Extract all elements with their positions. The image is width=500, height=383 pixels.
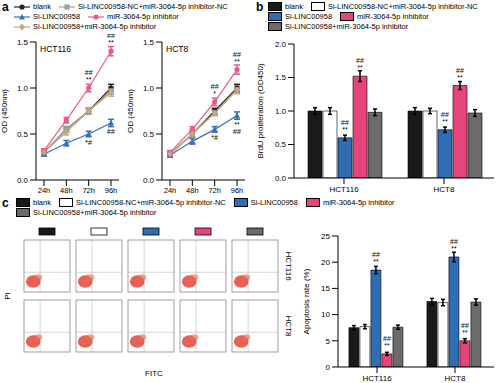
svg-text:72h: 72h [82,186,95,194]
svg-text:##: ## [456,67,464,74]
svg-text:##: ## [356,57,364,64]
svg-text:1.5: 1.5 [17,38,29,47]
svg-text:0.0: 0.0 [143,176,155,185]
svg-text:##: ## [372,251,380,258]
svg-text:HCT116: HCT116 [362,374,392,381]
html-text:HCT8: HCT8 [166,44,189,54]
svg-text:PI: PI [8,292,12,300]
svg-text:HCT8: HCT8 [284,316,293,337]
svg-text:5: 5 [326,337,331,346]
svg-text:**: ** [384,342,390,349]
svg-text:*: * [213,90,216,97]
svg-text:10: 10 [321,310,330,319]
svg-text:**: ** [442,118,448,125]
html-text:Si-LINC00958: Si-LINC00958 [285,12,333,21]
svg-text:##: ## [441,111,449,118]
html-text:Si-LINC00958: Si-LINC00958 [250,198,298,207]
svg-text:**: ** [108,39,114,46]
svg-text:96h: 96h [105,186,118,194]
svg-text:1.0: 1.0 [275,107,287,116]
svg-text:24h: 24h [164,186,177,194]
svg-text:**: ** [234,58,240,65]
svg-text:**: ** [86,76,92,83]
svg-text:##: ## [461,322,469,329]
svg-text:**: ** [462,329,468,336]
html-text:blank: blank [33,198,51,207]
svg-text:**: ** [342,126,348,133]
svg-text:48h: 48h [186,186,199,194]
svg-text:1.5: 1.5 [275,73,287,82]
svg-text:**: ** [234,121,240,128]
svg-text:Apoptosis rate (%): Apoptosis rate (%) [302,268,311,334]
svg-text:96h: 96h [231,186,244,194]
svg-text:##: ## [341,119,349,126]
svg-text:HCT8: HCT8 [445,374,466,381]
html-text:miR-3064-5p inhibitor: miR-3064-5p inhibitor [322,198,395,207]
svg-text:0.0: 0.0 [17,176,29,185]
svg-text:20: 20 [321,258,330,267]
svg-text:1.0: 1.0 [17,84,29,93]
svg-text:OD (450nm): OD (450nm) [8,89,9,133]
svg-text:25: 25 [321,232,330,241]
svg-text:0.5: 0.5 [143,130,155,139]
svg-text:2.0: 2.0 [275,40,287,49]
svg-text:HCT116: HCT116 [329,185,359,192]
html-text:blank: blank [285,2,303,11]
svg-text:HCT116: HCT116 [284,251,293,281]
svg-text:BrdU proliferation (OD450): BrdU proliferation (OD450) [256,63,265,158]
html-text:Si-LINC00958-NC+miR-3064-5p in: Si-LINC00958-NC+miR-3064-5p inhibitor-NC [75,198,226,207]
svg-text:##: ## [233,128,241,135]
svg-text:##: ## [450,238,458,245]
svg-text:48h: 48h [60,186,73,194]
html-text:a: a [2,0,9,14]
svg-text:OD (450nm): OD (450nm) [126,89,135,133]
html-text:Si-LINC00958-NC+miR-3064-5p in: Si-LINC00958-NC+miR-3064-5p inhibitor-NC [327,2,478,11]
svg-text:##: ## [383,335,391,342]
html-text:Si-LINC00958+miR-3064-5p inhib: Si-LINC00958+miR-3064-5p inhibitor [33,22,157,31]
svg-text:72h: 72h [208,186,221,194]
svg-text:##: ## [233,51,241,58]
svg-text:0: 0 [326,363,331,372]
html-text:HCT116: HCT116 [40,44,71,54]
svg-text:FITC: FITC [145,369,163,378]
html-text:b: b [256,0,264,14]
svg-text:##: ## [211,83,219,90]
svg-text:HCT8: HCT8 [434,185,455,192]
svg-text:*#: *# [85,139,92,146]
html-text:blank: blank [33,2,51,11]
svg-text:*#: *# [211,134,218,141]
html-text:Si-LINC00958-NC+miR-3064-5p in: Si-LINC00958-NC+miR-3064-5p inhibitor-NC [77,2,228,11]
html-text:Si-LINC00958+miR-3064-5p inhib: Si-LINC00958+miR-3064-5p inhibitor [33,208,157,217]
svg-text:0.5: 0.5 [275,140,287,149]
svg-text:**: ** [373,258,379,265]
svg-text:1.0: 1.0 [143,84,155,93]
svg-text:15: 15 [321,284,330,293]
svg-text:##: ## [85,69,93,76]
html-text:miR-3064-5p inhibitor: miR-3064-5p inhibitor [107,12,179,21]
html-text:miR-3064-5p inhibitor: miR-3064-5p inhibitor [357,12,429,21]
svg-text:1.5: 1.5 [143,38,155,47]
svg-text:0.0: 0.0 [275,174,287,183]
html-text:c: c [2,196,9,210]
svg-text:24h: 24h [38,186,51,194]
svg-text:0.5: 0.5 [17,130,29,139]
svg-text:**: ** [451,245,457,252]
svg-text:**: ** [457,74,463,81]
svg-text:##: ## [107,128,115,135]
html-text:Si-LINC00958: Si-LINC00958 [33,12,81,21]
html-text:Si-LINC00958+miR-3064-5p inhib: Si-LINC00958+miR-3064-5p inhibitor [285,22,409,31]
svg-text:**: ** [357,64,363,71]
